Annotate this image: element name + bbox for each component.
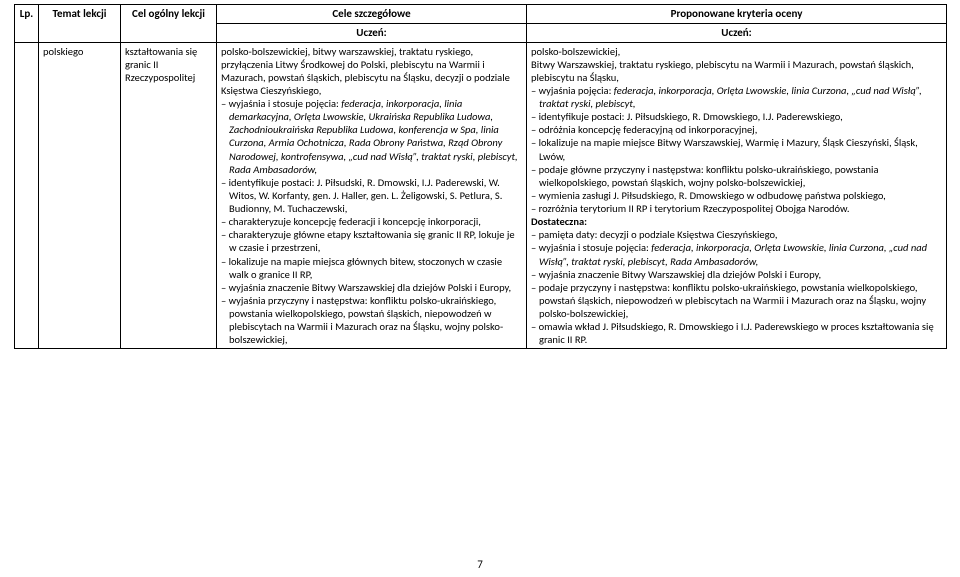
ocena-line: – rozróżnia terytorium II RP i terytoriu…: [531, 202, 942, 215]
cell-lp: [15, 42, 39, 349]
szcz-line: – wyjaśnia przyczyny i następstwa: konfl…: [221, 294, 522, 347]
ocena-line: – pamięta daty: decyzji o podziale Księs…: [531, 228, 942, 241]
ocena-line: – wymienia zasługi J. Piłsudskiego, R. D…: [531, 189, 942, 202]
header-ocena: Proponowane kryteria oceny: [527, 5, 947, 24]
szcz-line: – wyjaśnia i stosuje pojęcia: federacja,…: [221, 97, 522, 176]
ocena-line: – lokalizuje na mapie miejsce Bitwy Wars…: [531, 136, 942, 162]
document-page: Lp. Temat lekcji Cel ogólny lekcji Cele …: [0, 4, 960, 577]
ocena-line-pre: – wyjaśnia i stosuje pojęcia:: [531, 241, 651, 254]
header-szcz: Cele szczegółowe: [217, 5, 527, 24]
ocena-line: – omawia wkład J. Piłsudskiego, R. Dmows…: [531, 320, 942, 346]
cell-temat: polskiego: [39, 42, 121, 349]
header-lp: Lp.: [15, 5, 39, 43]
cell-cel: kształtowania się granic II Rzeczypospol…: [121, 42, 217, 349]
ocena-line: – identyfikuje postaci: J. Piłsudskiego,…: [531, 110, 942, 123]
header-ocena-sub: Uczeń:: [527, 23, 947, 42]
szcz-line: – lokalizuje na mapie miejsca głównych b…: [221, 255, 522, 281]
ocena-text: Bitwy Warszawskiej, traktatu ryskiego, p…: [531, 58, 914, 84]
ocena-line: – odróżnia koncepcję federacyjną od inko…: [531, 123, 942, 136]
curriculum-table: Lp. Temat lekcji Cel ogólny lekcji Cele …: [14, 4, 947, 349]
ocena-line: – podaje przyczyny i następstwa: konflik…: [531, 281, 942, 320]
ocena-line-pre: – wyjaśnia pojęcia:: [531, 84, 614, 97]
table-row: polskiego kształtowania się granic II Rz…: [15, 42, 947, 349]
table-header-row-1: Lp. Temat lekcji Cel ogólny lekcji Cele …: [15, 5, 947, 24]
ocena-line: – wyjaśnia pojęcia: federacja, inkorpora…: [531, 84, 942, 110]
szcz-line: – identyfikuje postaci: J. Piłsudski, R.…: [221, 176, 522, 215]
ocena-line: – wyjaśnia i stosuje pojęcia: federacja,…: [531, 241, 942, 267]
header-cel: Cel ogólny lekcji: [121, 5, 217, 43]
szcz-line: – wyjaśnia znaczenie Bitwy Warszawskiej …: [221, 281, 522, 294]
header-temat: Temat lekcji: [39, 5, 121, 43]
szcz-line-pre: – wyjaśnia i stosuje pojęcia:: [221, 97, 341, 110]
ocena-line: – wyjaśnia znaczenie Bitwy Warszawskiej …: [531, 268, 942, 281]
szcz-line: – charakteryzuje koncepcję federacji i k…: [221, 215, 522, 228]
ocena-line: – podaje główne przyczyny i następstwa: …: [531, 163, 942, 189]
cell-szcz: polsko-bolszewickiej, bitwy warszawskiej…: [217, 42, 527, 349]
ocena-dostateczna-label: Dostateczna:: [531, 215, 587, 228]
page-number: 7: [0, 558, 960, 571]
szcz-text: polsko-bolszewickiej, bitwy warszawskiej…: [221, 45, 510, 97]
cell-ocena: polsko-bolszewickiej, Bitwy Warszawskiej…: [527, 42, 947, 349]
header-szcz-sub: Uczeń:: [217, 23, 527, 42]
szcz-line: – charakteryzuje główne etapy kształtowa…: [221, 228, 522, 254]
ocena-text: polsko-bolszewickiej,: [531, 45, 620, 58]
